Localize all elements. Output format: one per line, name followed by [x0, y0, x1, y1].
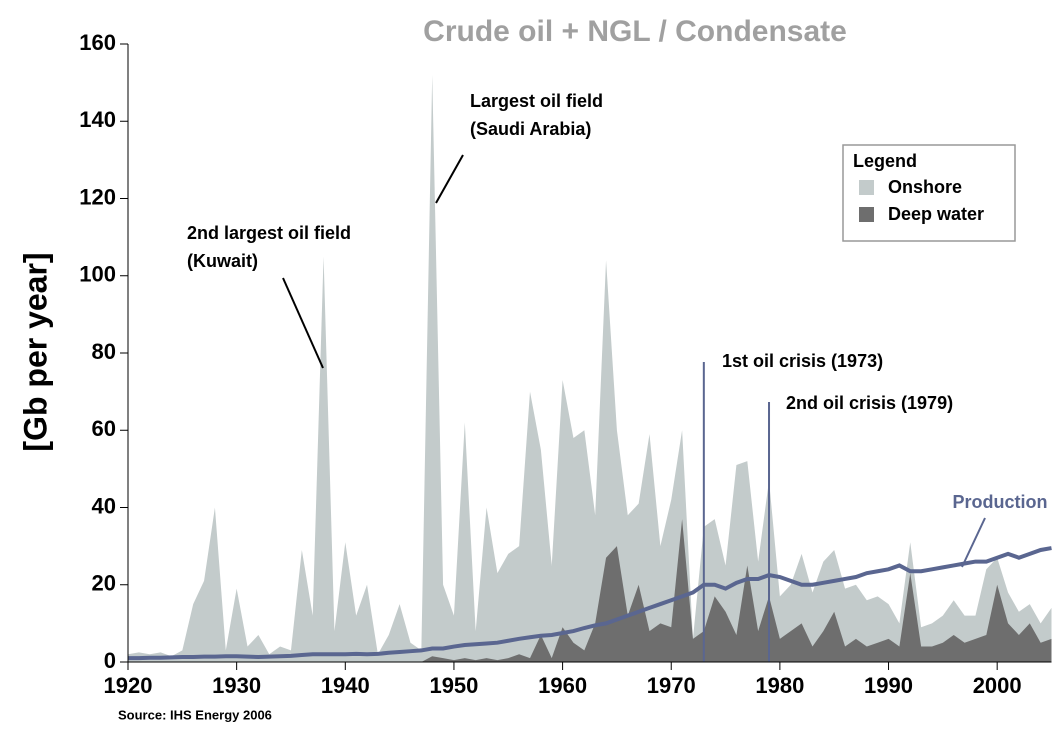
y-tick-label: 20: [92, 571, 116, 596]
y-tick-label: 60: [92, 416, 116, 441]
area: [128, 519, 1052, 662]
annotation-pointer: [435, 154, 464, 204]
y-tick-label: 160: [79, 30, 116, 55]
annotation: Production: [953, 492, 1048, 512]
x-tick-label: 1960: [538, 673, 587, 698]
event-label: 2nd oil crisis (1979): [786, 393, 953, 413]
y-axis-label: [Gb per year]: [17, 252, 53, 451]
x-tick-label: 1980: [755, 673, 804, 698]
legend-title: Legend: [853, 151, 917, 171]
chart-title: Crude oil + NGL / Condensate: [423, 15, 847, 48]
legend-swatch: [859, 207, 874, 222]
y-tick-label: 120: [79, 184, 116, 209]
x-tick-label: 2000: [973, 673, 1022, 698]
legend-swatch: [859, 180, 874, 195]
annotation: (Saudi Arabia): [470, 119, 591, 139]
y-tick-label: 0: [104, 648, 116, 673]
y-tick-label: 140: [79, 107, 116, 132]
event-label: 1st oil crisis (1973): [722, 351, 883, 371]
x-tick-label: 1990: [864, 673, 913, 698]
x-tick-label: 1950: [429, 673, 478, 698]
annotation: Largest oil field: [470, 91, 603, 111]
annotation: 2nd largest oil field: [187, 223, 351, 243]
legend-label: Onshore: [888, 177, 962, 197]
annotation: (Kuwait): [187, 251, 258, 271]
x-tick-label: 1970: [647, 673, 696, 698]
y-tick-label: 80: [92, 339, 116, 364]
x-tick-label: 1920: [104, 673, 153, 698]
production-line: [128, 546, 1052, 661]
x-tick-label: 1930: [212, 673, 261, 698]
annotation-pointer: [282, 277, 324, 369]
legend-label: Deep water: [888, 204, 984, 224]
annotation-pointer: [961, 517, 986, 568]
y-tick-label: 40: [92, 493, 116, 518]
y-tick-label: 100: [79, 262, 116, 287]
source: Source: IHS Energy 2006: [118, 707, 272, 722]
x-tick-label: 1940: [321, 673, 370, 698]
area: [128, 74, 1052, 662]
